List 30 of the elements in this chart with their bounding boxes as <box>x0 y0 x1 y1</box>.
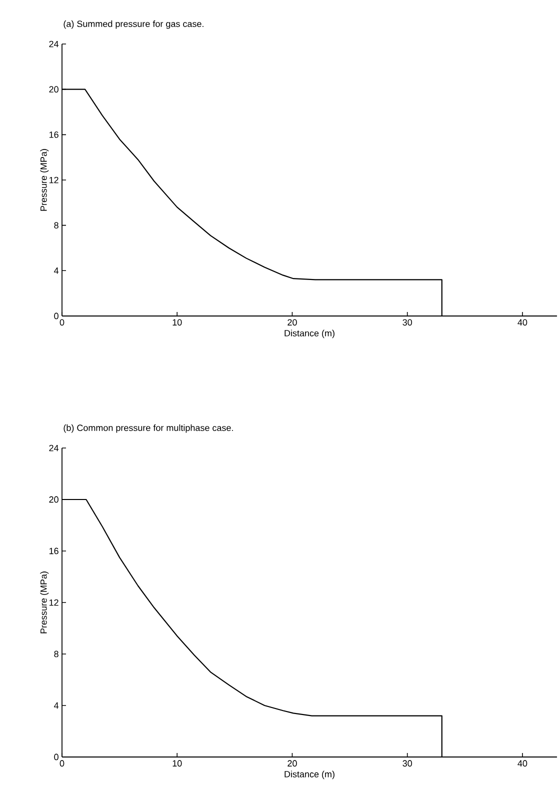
x-tick-label: 40 <box>518 760 528 767</box>
y-tick-label: 12 <box>50 176 59 184</box>
y-tick-label: 0 <box>54 312 59 320</box>
y-tick-label: 4 <box>54 268 59 274</box>
y-tick-label: 16 <box>50 548 59 554</box>
x-tick-label: 10 <box>173 319 182 326</box>
x-tick-label: 0 <box>60 760 64 767</box>
x-tick-label: 10 <box>173 760 182 767</box>
x-tick-label: 30 <box>402 760 412 767</box>
x-axis-title: Distance (m) <box>284 770 335 780</box>
x-axis-title: Distance (m) <box>284 330 335 338</box>
y-tick-label: 24 <box>49 444 59 452</box>
y-axis-title: Pressure (MPa) <box>40 149 49 211</box>
y-tick-label: 4 <box>54 702 59 709</box>
chart-title: (b) Common pressure for multiphase case. <box>64 424 234 433</box>
x-tick-label: 30 <box>402 319 412 326</box>
y-tick-label: 20 <box>49 86 59 93</box>
x-tick-label: 40 <box>518 319 528 326</box>
chart-title: (a) Summed pressure for gas case. <box>64 20 204 29</box>
x-tick-label: 20 <box>288 319 298 326</box>
y-tick-label: 24 <box>49 40 59 48</box>
x-tick-label: 0 <box>60 319 64 326</box>
y-tick-label: 8 <box>54 222 59 229</box>
y-axis-title: Pressure (MPa) <box>40 572 49 634</box>
y-tick-label: 12 <box>50 599 59 606</box>
x-tick-label: 20 <box>288 760 298 767</box>
y-tick-label: 16 <box>50 131 59 138</box>
y-tick-label: 8 <box>54 650 59 658</box>
y-tick-label: 0 <box>54 754 59 760</box>
y-tick-label: 20 <box>49 496 59 503</box>
